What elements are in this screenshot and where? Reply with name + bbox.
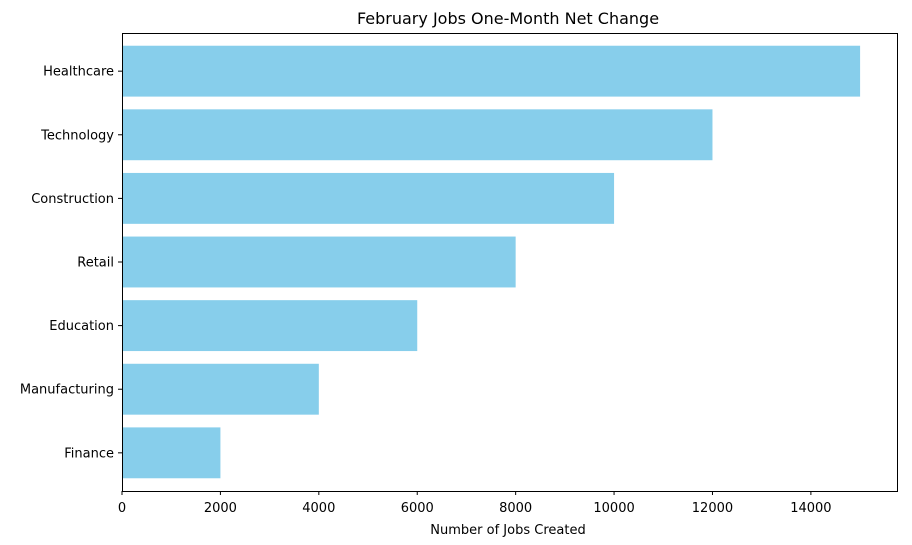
x-axis-ticks: 0 2000 4000 6000 8000 10000 12000 14000: [118, 491, 832, 516]
y-tick-label: Healthcare: [43, 65, 114, 80]
bar-education: [122, 300, 418, 352]
chart-title: February Jobs One-Month Net Change: [357, 9, 659, 28]
y-tick-label: Education: [49, 319, 114, 334]
bar-retail: [122, 236, 516, 288]
x-tick-label: 0: [118, 501, 126, 516]
x-tick-label: 4000: [302, 501, 335, 516]
y-tick-label: Finance: [64, 446, 114, 461]
bar-construction: [122, 172, 615, 224]
x-tick-label: 14000: [790, 501, 831, 516]
x-tick-label: 6000: [401, 501, 434, 516]
x-tick-label: 2000: [204, 501, 237, 516]
x-tick-label: 10000: [593, 501, 634, 516]
y-tick-label: Retail: [77, 256, 114, 271]
plot-area-frame: [122, 33, 898, 492]
y-tick-label: Construction: [31, 192, 114, 207]
y-tick-label: Manufacturing: [20, 383, 114, 398]
x-axis-label: Number of Jobs Created: [430, 523, 585, 538]
bar-manufacturing: [122, 363, 319, 415]
bars-group: [122, 45, 861, 479]
y-tick-label: Technology: [40, 128, 114, 143]
x-tick-label: 8000: [499, 501, 532, 516]
bar-finance: [122, 427, 221, 479]
y-axis-ticks: Healthcare Technology Construction Retail Ed…: [20, 65, 122, 461]
x-tick-label: 12000: [692, 501, 733, 516]
bar-healthcare: [122, 45, 861, 97]
bar-technology: [122, 109, 713, 161]
